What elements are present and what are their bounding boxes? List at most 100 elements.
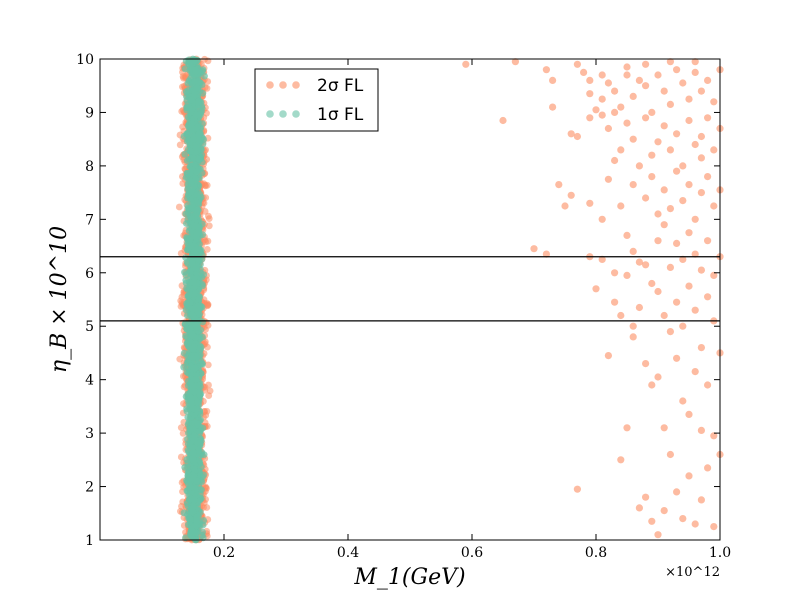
band-point <box>177 453 185 461</box>
scatter-point <box>697 87 706 95</box>
band-point <box>199 120 206 127</box>
band-point <box>204 343 211 351</box>
scatter-point <box>611 87 619 95</box>
scatter-point <box>611 156 619 165</box>
scatter-point <box>685 472 693 480</box>
band-point <box>193 168 201 176</box>
x-tick-label: 0.4 <box>337 545 359 561</box>
band-point <box>188 96 195 104</box>
legend-box <box>254 68 379 132</box>
band-point <box>191 315 199 322</box>
scatter-point <box>642 360 650 368</box>
y-axis-label: η_B × 10^10 <box>47 226 72 373</box>
band-point <box>191 78 199 85</box>
y-tick-label: 4 <box>85 373 94 389</box>
scatter-point <box>685 229 693 237</box>
band-point <box>195 256 203 264</box>
scatter-point <box>691 58 699 66</box>
scatter-point <box>685 410 693 418</box>
scatter-point <box>660 507 668 515</box>
band-point <box>195 104 203 111</box>
scatter-point <box>623 63 631 71</box>
scatter-point <box>660 424 668 432</box>
band-point <box>191 388 199 395</box>
scatter-point <box>549 76 557 84</box>
band-point <box>185 239 193 246</box>
band-point <box>193 323 201 331</box>
scatter-point <box>710 202 718 210</box>
scatter-point <box>592 106 600 114</box>
band-point <box>195 98 203 106</box>
band-point <box>175 203 183 211</box>
scatter-point <box>654 237 662 245</box>
band-point <box>198 486 205 494</box>
scatter-point <box>629 181 637 189</box>
band-point <box>194 199 201 207</box>
y-tick-label: 5 <box>85 319 94 335</box>
scatter-point <box>598 255 606 263</box>
scatter-point <box>654 138 662 146</box>
band-point <box>194 420 202 428</box>
band-point <box>188 259 196 267</box>
band-point <box>202 238 210 246</box>
band-point <box>202 182 209 190</box>
scatter-point <box>660 186 668 194</box>
scatter-point <box>623 424 631 432</box>
legend-items: 2σ FL 1σ FL <box>266 76 364 125</box>
band-point <box>190 502 198 510</box>
band-point <box>197 145 205 153</box>
scatter-point <box>623 119 631 127</box>
legend: 2σ FL 1σ FL <box>254 68 379 132</box>
scatter-point <box>704 381 712 389</box>
band-point <box>191 364 199 372</box>
band-point <box>184 204 192 212</box>
band-point <box>199 318 207 326</box>
band-point <box>196 347 204 354</box>
band-point <box>200 451 208 458</box>
scatter-point <box>623 231 631 239</box>
band-point <box>186 169 194 177</box>
band-point <box>193 205 201 213</box>
scatter-point <box>573 485 582 493</box>
scatter-point <box>666 263 675 271</box>
scatter-point <box>629 322 637 330</box>
legend-marker <box>279 81 287 89</box>
scatter-point <box>623 71 631 79</box>
scatter-point <box>704 173 712 181</box>
x-offset-label: ×10^12 <box>665 565 720 580</box>
band-point <box>189 449 197 456</box>
scatter-point <box>673 130 681 138</box>
scatter-point <box>654 287 662 296</box>
scatter-point <box>673 354 681 362</box>
scatter-point <box>617 202 625 210</box>
scatter-point <box>611 269 619 277</box>
scatter-point <box>617 146 625 154</box>
band-point <box>203 246 211 253</box>
band-point <box>184 472 192 479</box>
scatter-point <box>691 215 699 223</box>
band-point <box>192 67 200 75</box>
scatter-point <box>567 191 575 199</box>
scatter-point <box>691 140 699 149</box>
band-point <box>199 528 207 536</box>
legend-marker <box>279 110 287 118</box>
scatter-point <box>685 116 693 125</box>
band-point <box>185 56 193 64</box>
scatter-point <box>710 146 718 154</box>
scatter-point <box>635 258 644 266</box>
band-point <box>194 212 202 220</box>
scatter-point <box>629 333 637 341</box>
scatter-point <box>598 215 606 223</box>
band-point <box>196 303 204 310</box>
band-point <box>193 477 201 485</box>
scatter-point <box>691 520 699 528</box>
band-point <box>195 356 203 364</box>
scatter-point <box>697 189 706 197</box>
x-axis-label: M_1(GeV) <box>353 565 465 590</box>
scatter-point <box>617 103 625 111</box>
band-point <box>182 276 190 284</box>
y-tick-label: 3 <box>85 426 94 442</box>
band-point <box>204 301 211 309</box>
band-point <box>205 392 213 399</box>
band-point <box>195 155 203 163</box>
